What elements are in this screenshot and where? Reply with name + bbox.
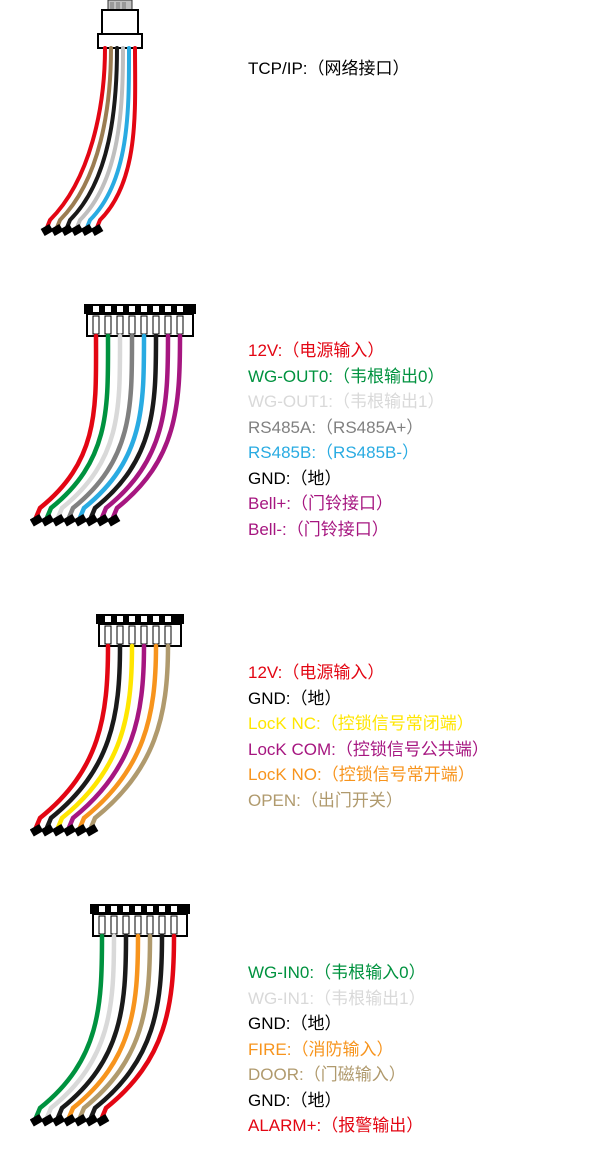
label-line: GND:（地） [248, 686, 588, 712]
label-key: WG-IN1: [248, 989, 314, 1008]
label-key: Bell-: [248, 520, 287, 539]
label-key: LocK COM: [248, 740, 336, 759]
label-list: WG-IN0:（韦根输入0）WG-IN1:（韦根输出1）GND:（地）FIRE:… [248, 960, 588, 1139]
label-desc: （控锁信号常闭端） [321, 714, 474, 733]
label-line: GND:（地） [248, 466, 588, 492]
label-line: 12V:（电源输入） [248, 338, 588, 364]
label-line: ALARM+:（报警输出） [248, 1113, 588, 1139]
label-desc: （电源输入） [282, 663, 384, 682]
label-line: RS485B:（RS485B-） [248, 440, 588, 466]
label-desc: （地） [291, 689, 342, 708]
label-desc: （电源输入） [282, 341, 384, 360]
label-line: LocK COM:（控锁信号公共端） [248, 737, 588, 763]
label-key: RS485B: [248, 443, 316, 462]
label-line: GND:（地） [248, 1011, 588, 1037]
label-line: TCP/IP:（网络接口） [248, 56, 588, 82]
label-desc: （网络接口） [308, 59, 410, 78]
label-desc: （地） [291, 1091, 342, 1110]
label-line: Bell-:（门铃接口） [248, 517, 588, 543]
label-key: TCP/IP: [248, 59, 308, 78]
label-desc: （RS485B-） [316, 443, 419, 462]
label-desc: （韦根输入0） [314, 963, 425, 982]
label-desc: （报警输出） [321, 1116, 423, 1135]
label-list: TCP/IP:（网络接口） [248, 56, 588, 82]
label-key: WG-OUT0: [248, 367, 333, 386]
label-key: FIRE: [248, 1040, 291, 1059]
label-key: RS485A: [248, 418, 316, 437]
label-list: 12V:（电源输入）GND:（地）LocK NC:（控锁信号常闭端）LocK C… [248, 660, 588, 813]
label-desc: （门磁输入） [304, 1065, 406, 1084]
label-line: FIRE:（消防输入） [248, 1037, 588, 1063]
label-desc: （韦根输出1） [333, 392, 444, 411]
label-line: WG-IN1:（韦根输出1） [248, 986, 588, 1012]
label-desc: （门铃接口） [287, 520, 389, 539]
label-desc: （韦根输出1） [314, 989, 425, 1008]
connector-diagram [30, 0, 230, 260]
label-desc: （门铃接口） [291, 494, 393, 513]
label-desc: （出门开关） [301, 791, 403, 810]
label-desc: （RS485A+） [316, 418, 423, 437]
label-desc: （控锁信号公共端） [336, 740, 489, 759]
label-key: DOOR: [248, 1065, 304, 1084]
label-line: WG-IN0:（韦根输入0） [248, 960, 588, 986]
label-line: GND:（地） [248, 1088, 588, 1114]
connector-diagram [30, 610, 230, 870]
label-line: Bell+:（门铃接口） [248, 491, 588, 517]
label-key: ALARM+: [248, 1116, 321, 1135]
connector-diagram [30, 300, 230, 560]
label-line: WG-OUT1:（韦根输出1） [248, 389, 588, 415]
label-line: 12V:（电源输入） [248, 660, 588, 686]
label-line: DOOR:（门磁输入） [248, 1062, 588, 1088]
label-key: Bell+: [248, 494, 291, 513]
label-desc: （控锁信号常开端） [322, 765, 475, 784]
label-line: OPEN:（出门开关） [248, 788, 588, 814]
label-key: WG-OUT1: [248, 392, 333, 411]
label-desc: （消防输入） [291, 1040, 393, 1059]
label-key: GND: [248, 469, 291, 488]
label-list: 12V:（电源输入）WG-OUT0:（韦根输出0）WG-OUT1:（韦根输出1）… [248, 338, 588, 542]
label-line: LocK NC:（控锁信号常闭端） [248, 711, 588, 737]
label-key: 12V: [248, 341, 282, 360]
label-line: WG-OUT0:（韦根输出0） [248, 364, 588, 390]
label-key: GND: [248, 1014, 291, 1033]
label-key: LocK NC: [248, 714, 321, 733]
label-key: GND: [248, 1091, 291, 1110]
label-key: WG-IN0: [248, 963, 314, 982]
label-key: OPEN: [248, 791, 301, 810]
label-desc: （地） [291, 1014, 342, 1033]
label-line: LocK NO:（控锁信号常开端） [248, 762, 588, 788]
label-line: RS485A:（RS485A+） [248, 415, 588, 441]
label-key: LocK NO: [248, 765, 322, 784]
label-desc: （韦根输出0） [333, 367, 444, 386]
connector-diagram [30, 900, 230, 1160]
label-key: GND: [248, 689, 291, 708]
label-desc: （地） [291, 469, 342, 488]
label-key: 12V: [248, 663, 282, 682]
